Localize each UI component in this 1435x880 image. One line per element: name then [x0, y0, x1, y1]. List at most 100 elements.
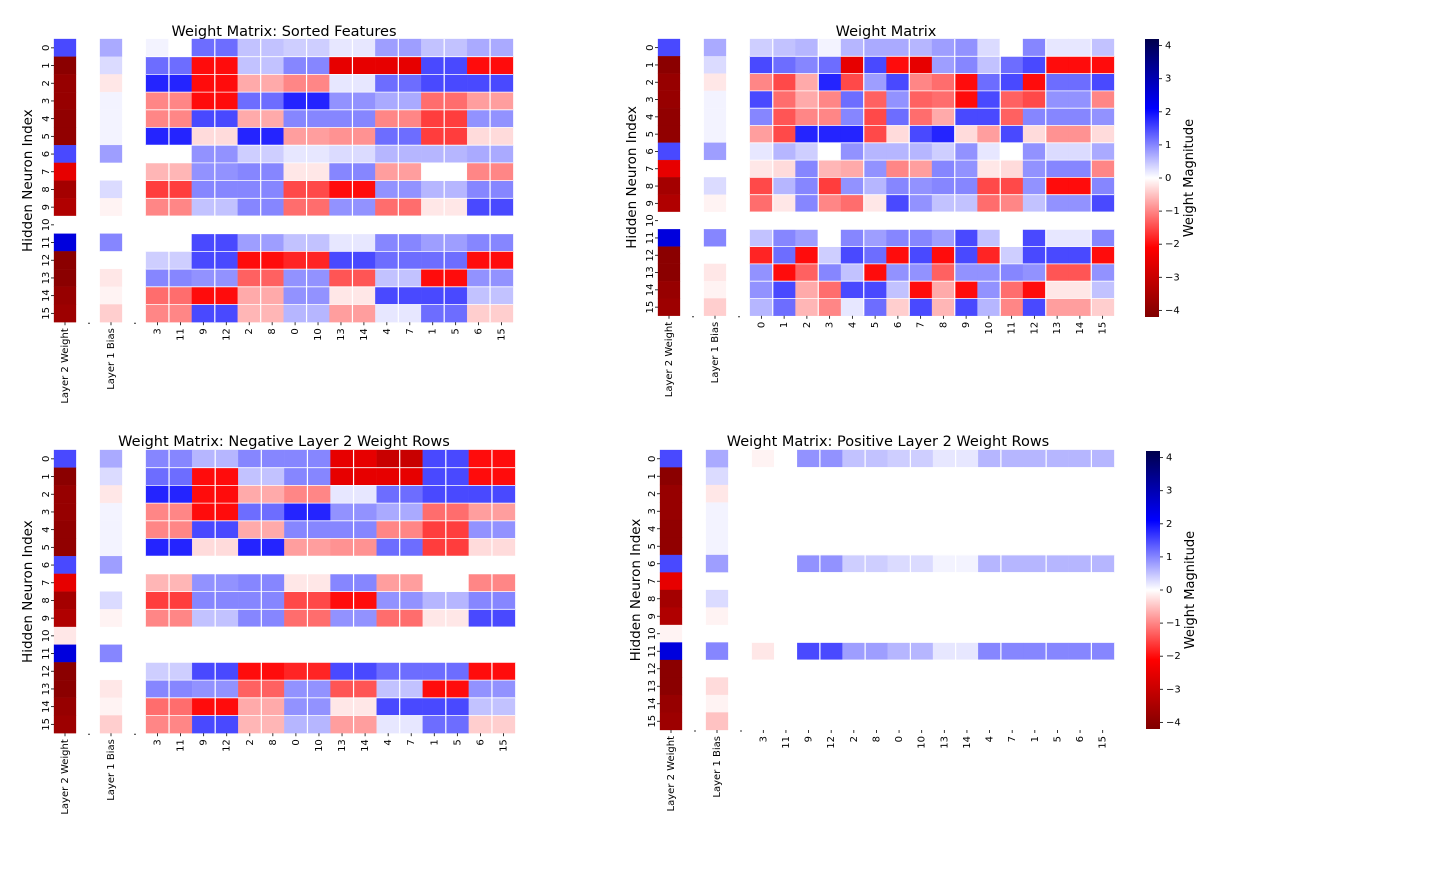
- heatmap-cell: [168, 573, 193, 592]
- heatmap-cell: [819, 712, 843, 731]
- heatmap-cell: [887, 484, 911, 503]
- heatmap-cell: [863, 229, 887, 247]
- heatmap-cell: [797, 484, 821, 503]
- heatmap-cell: [466, 91, 491, 110]
- heatmap-cell: [307, 538, 331, 557]
- heatmap-cell: [751, 484, 775, 503]
- row-tick-label: 3: [41, 509, 52, 515]
- heatmap-cell: [307, 556, 331, 575]
- heatmap-cell: [864, 589, 888, 608]
- heatmap-cell: [657, 229, 681, 247]
- heatmap-cell: [932, 502, 956, 521]
- heatmap-cell: [422, 697, 446, 716]
- heatmap-cell: [260, 198, 284, 217]
- heatmap-cell: [489, 38, 514, 57]
- heatmap-cell: [399, 467, 423, 486]
- column-tick-label: 2: [802, 322, 813, 328]
- heatmap-cell: [1000, 125, 1024, 143]
- heatmap-cell: [978, 642, 1002, 661]
- row-tick-label: 5: [645, 131, 656, 137]
- heatmap-cell: [237, 38, 261, 57]
- heatmap-cell: [214, 180, 238, 199]
- column-tick-label: 1: [428, 328, 439, 334]
- heatmap-cell: [145, 38, 170, 57]
- heatmap-cell: [751, 642, 775, 661]
- heatmap-cell: [191, 449, 216, 468]
- heatmap-cell: [237, 56, 261, 75]
- heatmap-cell: [466, 215, 491, 234]
- heatmap-cell: [53, 538, 77, 557]
- heatmap-cell: [215, 502, 239, 521]
- heatmap-cell: [260, 74, 284, 93]
- row-tick-label: 5: [41, 133, 52, 139]
- heatmap-cell: [399, 449, 423, 468]
- heatmap-cell: [215, 556, 239, 575]
- heatmap-cell: [445, 715, 470, 734]
- heatmap-cell: [1000, 642, 1024, 661]
- column-tick-label: 11: [176, 739, 187, 752]
- row-tick-label: 12: [647, 662, 658, 675]
- heatmap-cell: [797, 712, 821, 731]
- heatmap-cell: [398, 162, 422, 181]
- heatmap-cell: [283, 268, 307, 287]
- heatmap-cell: [191, 467, 216, 486]
- heatmap-cell: [932, 537, 956, 556]
- heatmap-cell: [306, 251, 330, 270]
- heatmap-cell: [954, 177, 978, 195]
- heatmap-cell: [1045, 572, 1069, 591]
- row-tick-label: 10: [41, 629, 52, 642]
- heatmap-cell: [306, 198, 330, 217]
- heatmap-cell: [261, 520, 285, 539]
- heatmap-cell: [53, 215, 77, 234]
- heatmap-cell: [1068, 90, 1092, 109]
- heatmap-cell: [237, 91, 261, 110]
- heatmap-cell: [774, 694, 798, 713]
- heatmap-cell: [1091, 677, 1115, 696]
- column-tick-label: 12: [221, 328, 232, 341]
- heatmap-cell: [842, 712, 866, 731]
- heatmap-cell: [99, 467, 123, 486]
- y-axis-label: Hidden Neuron Index: [624, 106, 640, 249]
- heatmap-cell: [421, 233, 445, 252]
- heatmap-cell: [1022, 177, 1046, 195]
- heatmap-cell: [352, 233, 376, 252]
- heatmap-cell: [421, 162, 445, 181]
- heatmap-cell: [491, 679, 516, 698]
- heatmap-cell: [53, 715, 77, 734]
- heatmap-cell: [214, 162, 238, 181]
- heatmap-cell: [215, 715, 239, 734]
- heatmap-cell: [468, 520, 493, 539]
- heatmap-cell: [353, 573, 377, 592]
- heatmap-cell: [421, 91, 445, 110]
- heatmap-cell: [284, 715, 308, 734]
- heatmap-cell: [818, 38, 842, 57]
- heatmap-cell: [1000, 572, 1024, 591]
- colorbar-tick-label: 4: [1166, 453, 1172, 464]
- heatmap-cell: [376, 538, 400, 557]
- heatmap-cell: [191, 180, 215, 199]
- heatmap-cell: [53, 268, 77, 287]
- heatmap-cell: [445, 662, 470, 681]
- heatmap-cell: [1091, 694, 1115, 713]
- heatmap-cell: [445, 644, 470, 663]
- heatmap-cell: [955, 677, 979, 696]
- heatmap-cell: [191, 556, 216, 575]
- heatmap-cell: [842, 554, 866, 573]
- column-tick-label: 8: [938, 322, 949, 328]
- row-tick-label: 7: [647, 578, 658, 584]
- heatmap-cell: [705, 677, 729, 696]
- heatmap-panel-1: Weight Matrix: Sorted Features Hidden Neu…: [20, 24, 514, 404]
- heatmap-cell: [353, 697, 377, 716]
- heatmap-cell: [1000, 73, 1024, 92]
- heatmap-cell: [489, 251, 514, 270]
- heatmap-cell: [978, 607, 1002, 626]
- heatmap-cell: [1045, 229, 1069, 247]
- column-tick-label: 14: [962, 736, 973, 749]
- heatmap-cell: [307, 644, 331, 663]
- heatmap-cell: [705, 572, 729, 591]
- heatmap-cell: [749, 263, 773, 282]
- heatmap-cell: [306, 56, 330, 75]
- heatmap-cell: [840, 73, 864, 92]
- heatmap-cell: [659, 467, 683, 486]
- heatmap-cell: [1000, 554, 1024, 573]
